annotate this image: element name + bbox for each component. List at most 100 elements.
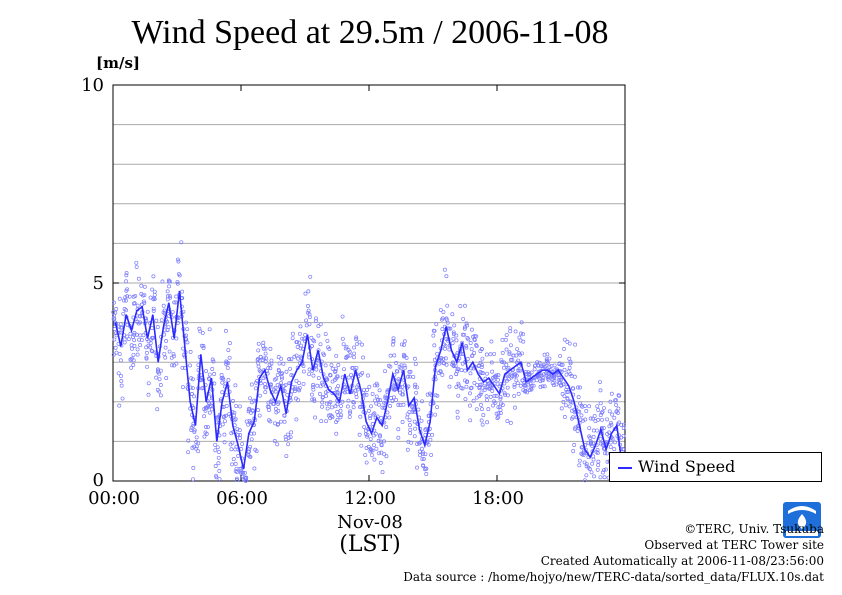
sample-point <box>563 403 568 408</box>
sample-point <box>462 332 467 337</box>
sample-point <box>576 395 581 400</box>
sample-point <box>592 414 597 419</box>
sample-point <box>602 475 607 480</box>
sample-point <box>544 357 549 362</box>
sample-point <box>424 472 429 476</box>
sample-point <box>308 274 313 279</box>
sample-point <box>373 431 378 436</box>
sample-point <box>268 346 273 351</box>
sample-point <box>360 370 365 375</box>
sample-point <box>186 438 191 443</box>
sample-point <box>600 409 605 414</box>
sample-point <box>383 369 387 374</box>
sample-point <box>311 387 316 392</box>
sample-point <box>605 451 609 456</box>
sample-point <box>472 334 477 338</box>
sample-point <box>132 301 137 306</box>
sample-point <box>575 428 580 433</box>
sample-point <box>307 315 312 320</box>
sample-point <box>355 387 360 392</box>
sample-point <box>267 408 271 412</box>
footer-credits: ©TERC, Univ. Tsukuba Observed at TERC To… <box>403 521 824 585</box>
sample-point <box>462 326 467 331</box>
sample-point <box>511 353 516 358</box>
sample-point <box>235 427 240 432</box>
sample-point <box>297 331 302 336</box>
sample-point <box>413 382 418 387</box>
sample-point <box>443 343 448 348</box>
sample-point <box>503 337 508 342</box>
sample-point <box>339 404 343 408</box>
sample-point <box>273 389 278 394</box>
sample-point <box>477 394 482 398</box>
sample-point <box>335 409 340 414</box>
sample-point <box>118 322 123 327</box>
sample-point <box>158 393 163 398</box>
sample-point <box>114 306 119 311</box>
sample-point <box>349 372 354 377</box>
sample-point <box>150 287 155 292</box>
sample-point <box>603 467 608 472</box>
sample-point <box>202 414 207 419</box>
sample-point <box>421 463 425 468</box>
sample-point <box>384 425 389 430</box>
sample-point <box>164 338 169 343</box>
sample-point <box>210 357 215 362</box>
sample-point <box>281 361 286 366</box>
sample-point <box>610 412 615 417</box>
sample-point <box>320 380 325 385</box>
sample-point <box>313 319 318 324</box>
sample-point <box>168 279 172 284</box>
sample-point <box>362 392 367 397</box>
sample-point <box>132 332 137 337</box>
sample-point <box>612 447 617 452</box>
sample-point <box>177 273 182 278</box>
sample-point <box>499 358 504 362</box>
sample-point <box>151 306 156 311</box>
sample-point <box>148 341 153 346</box>
sample-point <box>500 403 505 407</box>
sample-point <box>465 323 470 328</box>
sample-point <box>598 413 603 418</box>
sample-point <box>363 428 368 433</box>
sample-point <box>229 447 234 452</box>
sample-point <box>334 431 339 436</box>
sample-point <box>237 428 242 433</box>
sample-point <box>160 279 165 284</box>
sample-point <box>352 345 357 350</box>
sample-point <box>371 412 376 417</box>
sample-point <box>131 352 136 357</box>
sample-point <box>114 350 119 355</box>
sample-point <box>175 280 180 285</box>
sample-point <box>512 382 517 387</box>
sample-point <box>562 394 567 399</box>
sample-point <box>227 341 232 346</box>
sample-point <box>335 418 340 422</box>
sample-point <box>276 355 281 360</box>
sample-point <box>317 391 322 396</box>
sample-point <box>192 429 197 434</box>
sample-point <box>372 457 377 462</box>
sample-point <box>231 457 236 462</box>
sample-point <box>261 340 266 345</box>
sample-point <box>565 396 570 401</box>
sample-point <box>598 380 602 384</box>
sample-point <box>224 404 229 408</box>
sample-point <box>428 437 433 442</box>
sample-point <box>408 431 413 436</box>
sample-point <box>298 346 303 351</box>
sample-point <box>293 385 298 390</box>
sample-point <box>315 383 320 388</box>
sample-point <box>301 369 306 374</box>
sample-point <box>282 419 287 424</box>
sample-point <box>263 390 268 395</box>
sample-point <box>207 404 212 409</box>
sample-point <box>595 404 600 409</box>
sample-point <box>207 410 212 415</box>
sample-point <box>416 407 421 412</box>
sample-point <box>545 359 550 364</box>
sample-point <box>257 393 262 398</box>
sample-point <box>194 440 199 445</box>
sample-point <box>431 333 436 338</box>
sample-point <box>239 470 243 475</box>
